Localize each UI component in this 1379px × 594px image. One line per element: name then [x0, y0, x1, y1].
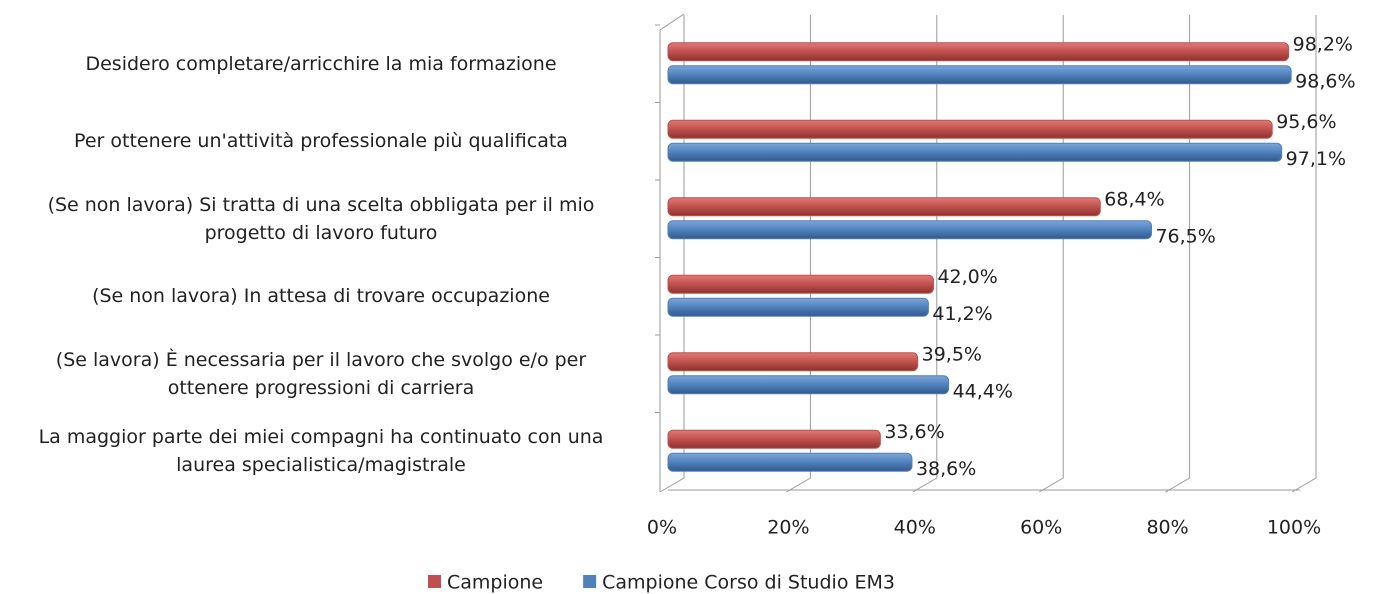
bar: [667, 452, 913, 472]
grid-line: [1038, 15, 1064, 493]
bar: [667, 375, 950, 395]
value-label: 97,1%: [1286, 148, 1346, 170]
bar: [667, 197, 1101, 217]
value-label: 68,4%: [1104, 188, 1164, 210]
grid-line: [659, 15, 685, 493]
bar: [667, 42, 1290, 62]
wall-edge: [659, 13, 685, 31]
legend-swatch: [583, 575, 597, 588]
grid-line: [1165, 15, 1191, 493]
category-label: Per ottenere un'attività professionale p…: [74, 130, 568, 153]
value-label: 44,4%: [953, 380, 1013, 402]
grid-line: [912, 15, 938, 493]
x-tick-label: 40%: [894, 517, 936, 539]
grid-line: [1291, 15, 1317, 493]
value-label: 76,5%: [1155, 225, 1215, 247]
x-tick-label: 100%: [1267, 517, 1321, 539]
bar: [667, 429, 881, 449]
value-label: 42,0%: [937, 266, 997, 288]
category-label: (Se non lavora) Si tratta di una scelta …: [47, 193, 595, 244]
category-label: (Se lavora) È necessaria per il lavoro c…: [55, 348, 587, 399]
value-label: 33,6%: [884, 421, 944, 443]
value-label: 95,6%: [1276, 111, 1336, 133]
grid-line: [786, 15, 811, 493]
bar: [667, 119, 1273, 139]
category-label: (Se non lavora) In attesa di trovare occ…: [92, 285, 550, 308]
value-label: 98,6%: [1295, 70, 1355, 92]
category-label: La maggior parte dei miei compagni ha co…: [38, 426, 604, 477]
bar: [667, 220, 1152, 240]
bar: [667, 352, 919, 372]
legend-swatch: [428, 575, 441, 588]
bar: [667, 65, 1292, 85]
legend-label: Campione Corso di Studio EM3: [602, 572, 895, 594]
bar: [667, 297, 929, 317]
category-label: Desidero completare/arricchire la mia fo…: [85, 52, 557, 75]
x-tick-label: 60%: [1020, 517, 1062, 539]
value-label: 39,5%: [922, 343, 982, 365]
value-label: 38,6%: [916, 458, 976, 480]
bar: [667, 142, 1283, 162]
x-tick-label: 80%: [1146, 517, 1188, 539]
x-tick-label: 0%: [647, 517, 677, 539]
value-label: 41,2%: [932, 303, 992, 325]
x-tick-label: 20%: [767, 517, 809, 539]
value-label: 98,2%: [1293, 33, 1353, 55]
bar: [667, 274, 934, 294]
legend-label: Campione: [447, 572, 543, 594]
